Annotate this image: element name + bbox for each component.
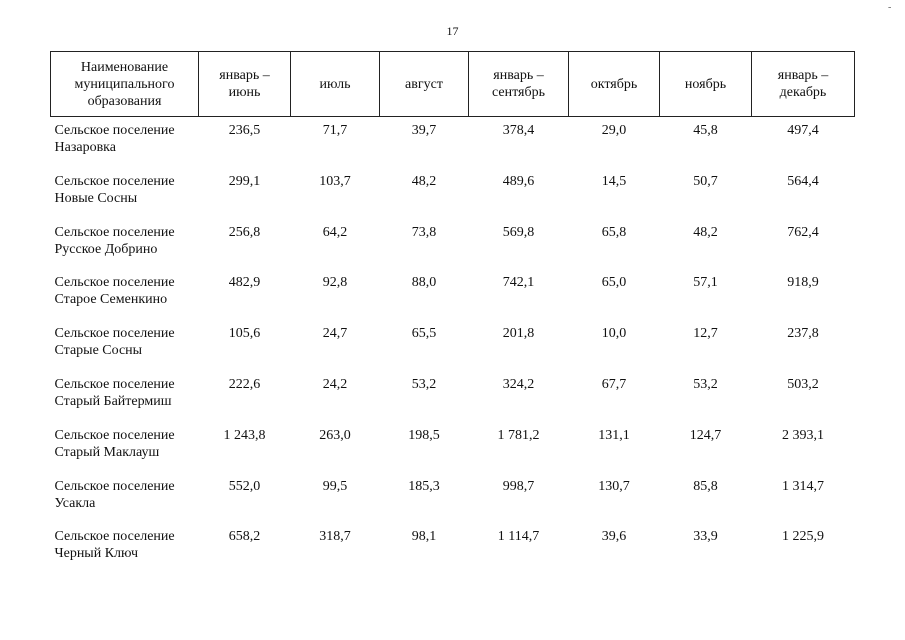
value-cell: 73,8 <box>411 224 437 240</box>
value-cell: 64,2 <box>322 224 348 240</box>
value-cell: 1 314,7 <box>782 478 824 494</box>
value-cell: 50,7 <box>693 173 718 189</box>
value-cell: 489,6 <box>502 173 535 189</box>
municipality-name-cell: Сельское поселение Русское Добрино <box>54 224 175 257</box>
column-header-period: август <box>379 51 469 117</box>
municipality-name-cell: Сельское поселение Старый Байтермиш <box>54 376 175 409</box>
value-cell: 39,7 <box>411 123 437 138</box>
table-row: Сельское поселение Русское Добрино 256,8 6… <box>51 219 855 270</box>
value-cell: 92,8 <box>322 275 348 291</box>
header-row: Наименование муниципального образования я… <box>50 51 855 117</box>
table-row: Сельское поселение Старый Байтермиш 222,6… <box>51 371 855 422</box>
value-cell: 318,7 <box>319 529 351 545</box>
value-cell: 503,2 <box>787 376 819 392</box>
municipality-name-cell: Сельское поселение Черный Ключ <box>54 529 175 562</box>
data-table: Наименование муниципального образования я… <box>50 51 855 574</box>
value-cell: 130,7 <box>598 478 630 494</box>
value-cell: 98,1 <box>411 529 437 545</box>
value-cell: 124,7 <box>689 427 722 443</box>
value-cell: 48,2 <box>693 224 718 240</box>
municipality-name-cell: Сельское поселение Назаровка <box>54 123 175 155</box>
table-row: Сельское поселение Старое Семенкино 482,9… <box>51 269 855 320</box>
value-cell: 378,4 <box>502 123 535 138</box>
column-header-period: июль <box>290 51 380 117</box>
value-cell: 88,0 <box>411 275 437 291</box>
value-cell: 482,9 <box>228 275 261 291</box>
value-cell: 1 225,9 <box>782 529 824 545</box>
table-row: Сельское поселение Назаровка 236,5 71,7 39,… <box>51 117 855 168</box>
value-cell: 237,8 <box>787 326 819 342</box>
value-cell: 65,5 <box>411 326 437 342</box>
value-cell: 1 114,7 <box>497 529 540 545</box>
value-cell: 256,8 <box>228 224 261 240</box>
value-cell: 185,3 <box>408 478 440 494</box>
value-cell: 65,8 <box>601 224 627 240</box>
value-cell: 198,5 <box>408 427 440 443</box>
value-cell: 131,1 <box>598 427 630 443</box>
column-header-period: ноябрь <box>659 51 752 117</box>
value-cell: 497,4 <box>787 123 819 138</box>
value-cell: 742,1 <box>502 275 535 291</box>
value-cell: 24,7 <box>322 326 348 342</box>
value-cell: 998,7 <box>502 478 535 494</box>
value-cell: 57,1 <box>693 275 718 291</box>
value-cell: 105,6 <box>228 326 261 342</box>
municipality-name-cell: Сельское поселение Старые Сосны <box>54 326 175 359</box>
value-cell: 39,6 <box>601 529 627 545</box>
table-row: Сельское поселение Старый Маклауш 1 243,8… <box>51 422 855 473</box>
value-cell: 222,6 <box>228 376 261 392</box>
value-cell: 103,7 <box>319 173 351 189</box>
value-cell: 1 781,2 <box>497 427 540 443</box>
value-cell: 299,1 <box>228 173 261 189</box>
value-cell: 569,8 <box>502 224 535 240</box>
value-cell: 12,7 <box>693 326 718 342</box>
table-header: Наименование муниципального образования я… <box>50 51 855 117</box>
column-header-name: Наименование муниципального образования <box>50 51 199 117</box>
column-header-period: октябрь <box>568 51 660 117</box>
value-cell: 53,2 <box>693 376 718 392</box>
municipality-name-cell: Сельское поселение Старый Маклауш <box>54 427 175 460</box>
value-cell: 24,2 <box>322 376 348 392</box>
page-number: 17 <box>446 24 459 38</box>
value-cell: 658,2 <box>228 529 261 545</box>
value-cell: 71,7 <box>322 123 348 138</box>
value-cell: 33,9 <box>693 529 718 545</box>
value-cell: 236,5 <box>228 123 261 138</box>
value-cell: 29,0 <box>601 123 627 138</box>
municipality-name-cell: Сельское поселение Старое Семенкино <box>54 275 175 308</box>
value-cell: 324,2 <box>502 376 535 392</box>
column-header-period: январь – декабрь <box>751 51 855 117</box>
value-cell: 762,4 <box>787 224 819 240</box>
value-cell: 48,2 <box>411 173 437 189</box>
table-row: Сельское поселение Черный Ключ 658,2 318,7… <box>51 523 855 574</box>
table-row: Сельское поселение Новые Сосны 299,1 103,7… <box>51 168 855 219</box>
value-cell: 918,9 <box>787 275 819 291</box>
municipality-name-cell: Сельское поселение Новые Сосны <box>54 173 175 206</box>
column-header-period: январь – сентябрь <box>468 51 569 117</box>
table-row: Сельское поселение Старые Сосны 105,6 24,7… <box>51 320 855 371</box>
table-body: Сельское поселение Назаровка 236,5 71,7 39,… <box>51 117 855 575</box>
municipality-name-cell: Сельское поселение Усакла <box>54 478 175 511</box>
value-cell: 263,0 <box>319 427 351 443</box>
value-cell: 1 243,8 <box>223 427 266 443</box>
value-cell: 552,0 <box>228 478 261 494</box>
value-cell: 53,2 <box>411 376 437 392</box>
value-cell: 85,8 <box>693 478 718 494</box>
value-cell: 67,7 <box>601 376 627 392</box>
corner-mark: - <box>888 2 892 13</box>
value-cell: 65,0 <box>601 275 627 291</box>
value-cell: 2 393,1 <box>782 427 824 443</box>
value-cell: 99,5 <box>322 478 348 494</box>
value-cell: 564,4 <box>787 173 819 189</box>
table-row: Сельское поселение Усакла 552,0 99,5 185,3 9… <box>51 473 855 524</box>
value-cell: 45,8 <box>693 123 718 138</box>
value-cell: 10,0 <box>601 326 627 342</box>
value-cell: 201,8 <box>502 326 535 342</box>
value-cell: 14,5 <box>601 173 627 189</box>
column-header-period: январь – июнь <box>198 51 291 117</box>
